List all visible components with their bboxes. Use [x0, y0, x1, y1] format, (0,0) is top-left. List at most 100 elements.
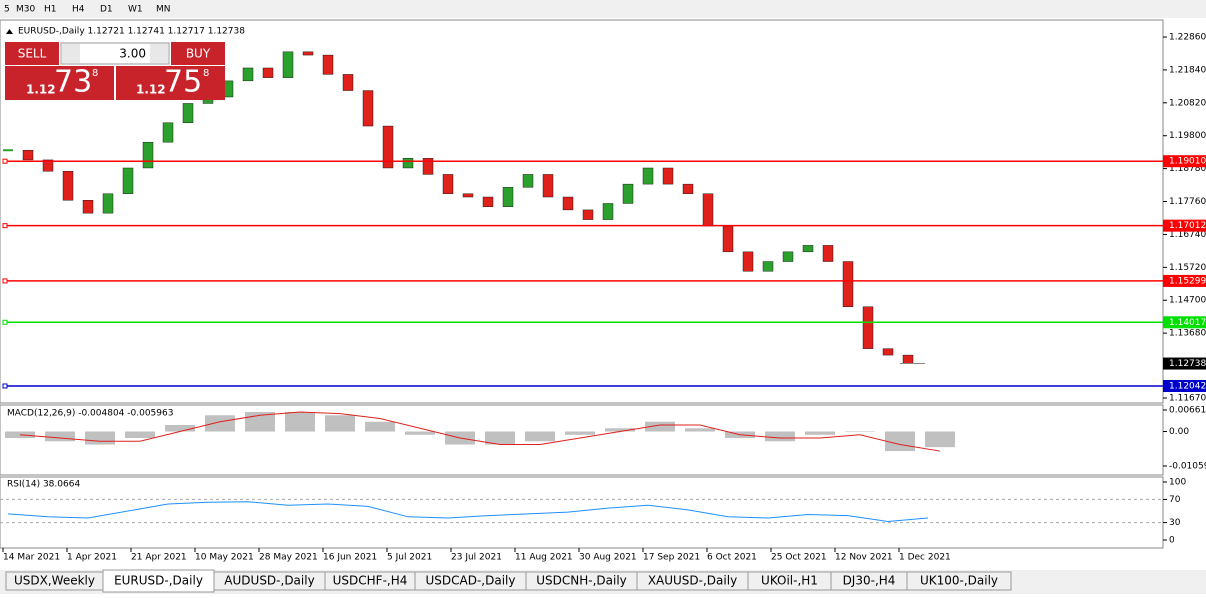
- date-label: 16 Jun 2021: [323, 553, 377, 563]
- sell-button[interactable]: [5, 42, 59, 65]
- candle: [562, 196, 574, 211]
- main-frame: [0, 19, 1164, 404]
- price-tick-label: 1.16740: [1169, 230, 1206, 240]
- level-anchor: [2, 158, 8, 164]
- macd-bar: [325, 415, 355, 432]
- rsi-tick-label: 30: [1169, 518, 1181, 528]
- level-anchor: [2, 223, 8, 229]
- candle: [442, 174, 454, 194]
- price-tick-label: 1.15720: [1169, 263, 1206, 273]
- candle: [302, 51, 314, 56]
- date-label: 12 Nov 2021: [835, 553, 893, 563]
- macd-tick-label: 0.00: [1169, 427, 1189, 437]
- tab-label: AUDUSD-,Daily: [224, 574, 314, 588]
- macd-bar: [125, 431, 155, 439]
- level-label: 1.17012: [1169, 221, 1206, 231]
- volume-up[interactable]: [150, 44, 168, 63]
- date-label: 6 Oct 2021: [707, 553, 757, 563]
- price-tick-label: 1.13680: [1169, 329, 1206, 339]
- volume-down[interactable]: [62, 44, 80, 63]
- price-tick-label: 1.18780: [1169, 164, 1206, 174]
- candle: [782, 251, 794, 262]
- candle: [882, 348, 894, 356]
- level-box: [1163, 155, 1206, 168]
- candle: [482, 196, 494, 207]
- candle: [322, 54, 334, 75]
- level-box: [1163, 316, 1206, 329]
- macd-bar: [85, 431, 115, 445]
- toolbar: [0, 0, 1206, 18]
- sell-pips: 73: [54, 65, 92, 100]
- candle: [362, 90, 374, 127]
- tab-label: UKOil-,H1: [761, 574, 818, 588]
- macd-bar: [485, 431, 515, 445]
- candle: [62, 171, 74, 201]
- timeframe-button[interactable]: H1: [44, 5, 57, 15]
- candle: [162, 122, 174, 143]
- buy-button[interactable]: [171, 42, 225, 65]
- tab[interactable]: [906, 571, 1012, 591]
- macd-tick-label: -0.01059: [1169, 462, 1206, 472]
- sell-big: 1.12: [26, 83, 56, 97]
- macd-bar: [205, 415, 235, 432]
- macd-bar: [45, 431, 75, 442]
- sell-frac: 8: [92, 68, 98, 79]
- macd-bar: [165, 425, 195, 432]
- candle: [802, 245, 814, 253]
- candle: [182, 103, 194, 124]
- candle: [622, 183, 634, 204]
- volume-text: 3.00: [119, 47, 146, 61]
- sell-price-box[interactable]: [5, 66, 114, 100]
- current-price-box: [1163, 357, 1206, 370]
- date-label: 25 Oct 2021: [771, 553, 827, 563]
- header-arrow: [6, 29, 13, 34]
- timeframe-button[interactable]: 5: [4, 5, 10, 15]
- rsi-tick-label: 100: [1169, 478, 1186, 488]
- candle: [602, 203, 614, 220]
- macd-bar: [285, 411, 315, 432]
- candle: [642, 167, 654, 185]
- candle: [822, 245, 834, 262]
- macd-bar: [845, 431, 875, 433]
- price-tick-label: 1.21840: [1169, 65, 1206, 75]
- candle: [422, 158, 434, 175]
- timeframe-button[interactable]: H4: [72, 5, 85, 15]
- date-label: 14 Mar 2021: [3, 553, 60, 563]
- buy-price-box[interactable]: [116, 66, 225, 100]
- candle: [462, 193, 474, 198]
- level-box: [1163, 219, 1206, 232]
- date-label: 30 Aug 2021: [579, 553, 637, 563]
- candle: [842, 261, 854, 307]
- date-label: 11 Aug 2021: [515, 553, 573, 563]
- candle: [522, 174, 534, 188]
- buy-big: 1.12: [136, 83, 166, 97]
- timeframe-button[interactable]: W1: [128, 5, 143, 15]
- tab-label: USDX,Weekly: [14, 574, 95, 588]
- candle: [262, 67, 274, 78]
- level-anchor: [2, 278, 8, 284]
- macd-signal: [19, 411, 941, 452]
- macd-bar: [925, 431, 955, 448]
- tab-label: USDCAD-,Daily: [426, 574, 516, 588]
- candle: [102, 193, 114, 214]
- level-label: 1.12042: [1169, 381, 1206, 391]
- volume-box[interactable]: [60, 42, 170, 65]
- tab-label: XAUUSD-,Daily: [648, 574, 737, 588]
- date-label: 17 Sep 2021: [643, 553, 700, 563]
- candle: [662, 167, 674, 185]
- candle: [242, 67, 254, 82]
- buy-text: BUY: [186, 47, 211, 61]
- price-tick-label: 1.19800: [1169, 131, 1206, 141]
- candle: [702, 193, 714, 227]
- macd-bar: [685, 428, 715, 432]
- candle: [382, 125, 394, 169]
- candle: [122, 167, 134, 194]
- tab-label: USDCNH-,Daily: [536, 574, 627, 588]
- timeframe-button[interactable]: MN: [156, 5, 171, 15]
- rsi-line: [7, 501, 929, 522]
- timeframe-button[interactable]: D1: [100, 5, 113, 15]
- timeframe-button[interactable]: M30: [16, 5, 35, 15]
- rsi-frame: [0, 476, 1164, 549]
- date-label: 1 Dec 2021: [899, 553, 951, 563]
